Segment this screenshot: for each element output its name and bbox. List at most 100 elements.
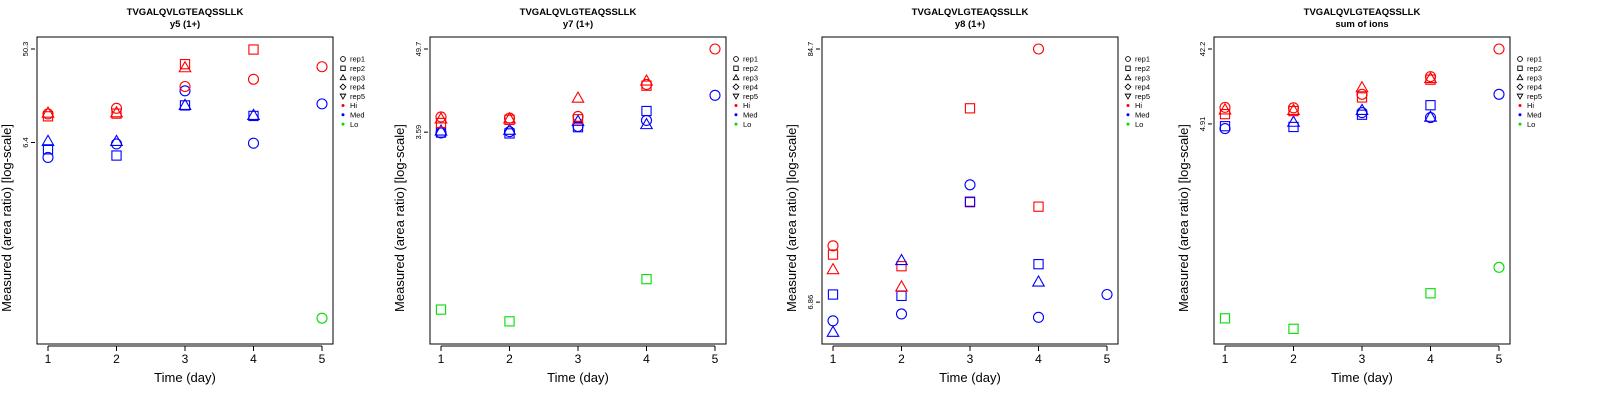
data-point-hi-square: [1033, 201, 1044, 212]
data-point-hi-square: [1356, 92, 1368, 103]
data-point-hi-circle: [572, 110, 584, 122]
x-tick-label: 1: [1222, 352, 1229, 366]
x-tick-label: 5: [712, 352, 719, 366]
legend-circle-icon: [1517, 56, 1523, 62]
y-tick-label: 42.2: [1198, 42, 1207, 57]
chart-title: TVGALQVLGTEAQSSLLK: [127, 7, 244, 18]
data-point-med-circle: [179, 85, 191, 97]
data-point-med-square: [1033, 259, 1044, 270]
data-point-lo-circle: [316, 312, 328, 324]
legend-label: rep2: [1527, 64, 1542, 73]
data-point-hi-square: [964, 197, 976, 208]
legend-diamond-icon: [339, 83, 347, 91]
data-points: [434, 43, 721, 327]
data-point-hi-triangle-up: [1355, 80, 1369, 93]
data-point-med-square: [111, 150, 122, 161]
legend-triangle-down-icon: [1516, 93, 1524, 100]
legend-label: rep4: [350, 83, 365, 92]
y-axis-label: Measured (area ratio) [log-scale]: [1176, 124, 1191, 312]
legend-med-dot-icon: [1518, 113, 1522, 117]
y-tick-label: 50.3: [21, 42, 30, 57]
data-point-hi-triangle-up: [1218, 102, 1232, 115]
data-point-hi-triangle-up: [434, 111, 448, 124]
x-tick-label: 5: [1104, 352, 1111, 366]
plot-frame: [821, 36, 1119, 345]
legend-triangle-down-icon: [732, 93, 740, 100]
y-tick-label: 3.59: [414, 125, 423, 140]
legend-label: rep1: [1527, 55, 1542, 64]
legend-label: Med: [1135, 111, 1150, 120]
legend-label: rep4: [743, 83, 758, 92]
x-axis-label: Time (day): [1331, 370, 1393, 385]
data-point-hi-triangle-up: [894, 279, 909, 292]
legend-label: Lo: [1527, 120, 1535, 129]
legend-hi-dot-icon: [1126, 104, 1130, 107]
chart-title: TVGALQVLGTEAQSSLLK: [912, 7, 1029, 18]
data-point-med-circle: [895, 308, 908, 320]
data-point-med-circle: [827, 315, 839, 327]
data-point-med-triangle-up: [434, 123, 448, 136]
data-points: [41, 44, 328, 324]
legend-label: rep1: [1135, 55, 1150, 64]
plot-frame: [429, 36, 727, 345]
data-point-med-triangle-up: [639, 117, 654, 130]
x-axis-label: Time (day): [154, 370, 216, 385]
chart-subtitle: y8 (1+): [955, 19, 985, 30]
legend-label: rep3: [1135, 73, 1150, 82]
legend-label: Hi: [350, 101, 357, 110]
legend-label: Hi: [1527, 101, 1534, 110]
x-tick-label: 3: [182, 352, 189, 366]
data-point-med-triangle-up: [894, 253, 909, 266]
legend-triangle-up-icon: [1124, 73, 1132, 81]
data-point-hi-square: [896, 261, 907, 272]
legend-label: rep1: [350, 55, 365, 64]
legend-triangle-up-icon: [1516, 73, 1524, 81]
x-tick-label: 4: [250, 352, 257, 366]
data-point-med-circle: [316, 98, 328, 110]
data-point-med-square: [641, 105, 652, 117]
y-tick-label: 6.4: [21, 137, 30, 147]
data-point-med-triangle-up: [1423, 110, 1438, 122]
legend-med-dot-icon: [1126, 113, 1130, 117]
x-tick-label: 2: [898, 352, 905, 366]
chart-title: TVGALQVLGTEAQSSLLK: [1304, 7, 1421, 18]
data-point-lo-square: [504, 316, 515, 327]
legend-label: rep5: [1135, 92, 1150, 101]
legend-label: rep5: [350, 92, 365, 101]
data-point-med-triangle-up: [41, 134, 55, 146]
data-point-hi-circle: [247, 73, 260, 85]
data-point-lo-square: [1288, 323, 1299, 334]
legend-hi-dot-icon: [1518, 104, 1522, 107]
legend-lo-dot-icon: [1518, 122, 1522, 126]
legend-med-dot-icon: [341, 113, 345, 117]
data-point-med-square: [179, 100, 191, 111]
data-point-hi-circle: [709, 43, 721, 55]
legend-hi-dot-icon: [341, 104, 345, 107]
data-point-med-square: [1219, 121, 1231, 132]
data-point-med-square: [896, 290, 907, 302]
data-point-hi-circle: [1356, 88, 1368, 100]
x-tick-label: 4: [1427, 352, 1434, 366]
data-point-hi-triangle-up: [178, 60, 192, 73]
legend-label: rep2: [743, 64, 758, 73]
x-tick-label: 2: [1290, 352, 1297, 366]
data-point-hi-circle: [435, 111, 447, 123]
chart-title: TVGALQVLGTEAQSSLLK: [520, 7, 637, 18]
y-axis-label: Measured (area ratio) [log-scale]: [784, 124, 799, 312]
legend-label: Lo: [743, 120, 751, 129]
data-point-hi-square: [827, 249, 839, 260]
legend-triangle-down-icon: [339, 93, 347, 100]
y-tick-label: 4.91: [1198, 117, 1207, 132]
data-point-med-triangle-up: [826, 325, 840, 337]
data-point-med-circle: [1424, 111, 1437, 124]
data-point-lo-square: [435, 304, 447, 315]
data-point-hi-circle: [1424, 71, 1437, 83]
x-tick-label: 5: [1496, 352, 1503, 366]
legend-label: Hi: [1135, 101, 1142, 110]
data-point-med-triangle-up: [178, 98, 192, 110]
legend-diamond-icon: [1516, 83, 1524, 91]
